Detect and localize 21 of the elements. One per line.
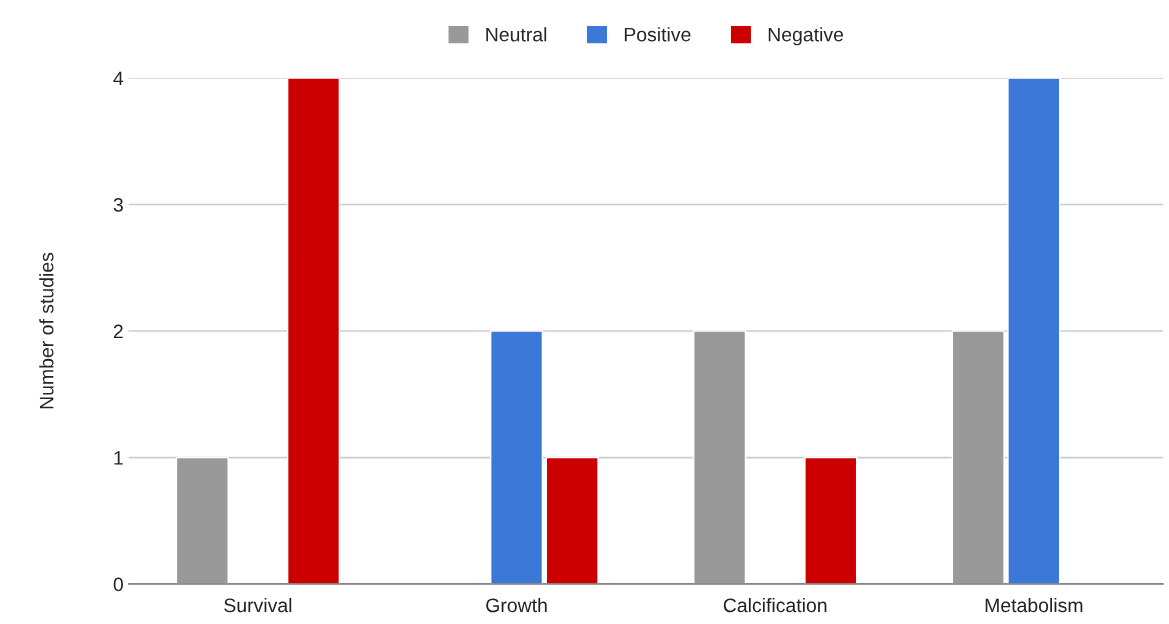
bar xyxy=(804,456,858,585)
bar xyxy=(175,456,229,585)
bar xyxy=(489,330,544,585)
y-tick-label: 4 xyxy=(113,71,124,86)
y-tick-label: 3 xyxy=(113,197,123,212)
bar xyxy=(1007,78,1061,585)
y-tick-label: 0 xyxy=(113,577,123,592)
bar xyxy=(951,330,1005,585)
y-tick-label: 2 xyxy=(113,324,123,339)
legend-label: Positive xyxy=(624,27,691,42)
legend-label: Negative xyxy=(768,27,844,46)
x-tick-label: Calcification xyxy=(723,597,827,613)
y-axis-title: Number of studies xyxy=(39,252,54,409)
legend-label: Neutral xyxy=(486,27,547,42)
bar xyxy=(545,456,599,585)
x-tick-label: Growth xyxy=(486,597,547,613)
y-tick-label: 1 xyxy=(114,451,123,465)
x-tick-label: Survival xyxy=(224,597,292,613)
bar xyxy=(286,78,341,585)
bar xyxy=(693,330,747,585)
x-tick-label: Metabolism xyxy=(985,597,1083,613)
